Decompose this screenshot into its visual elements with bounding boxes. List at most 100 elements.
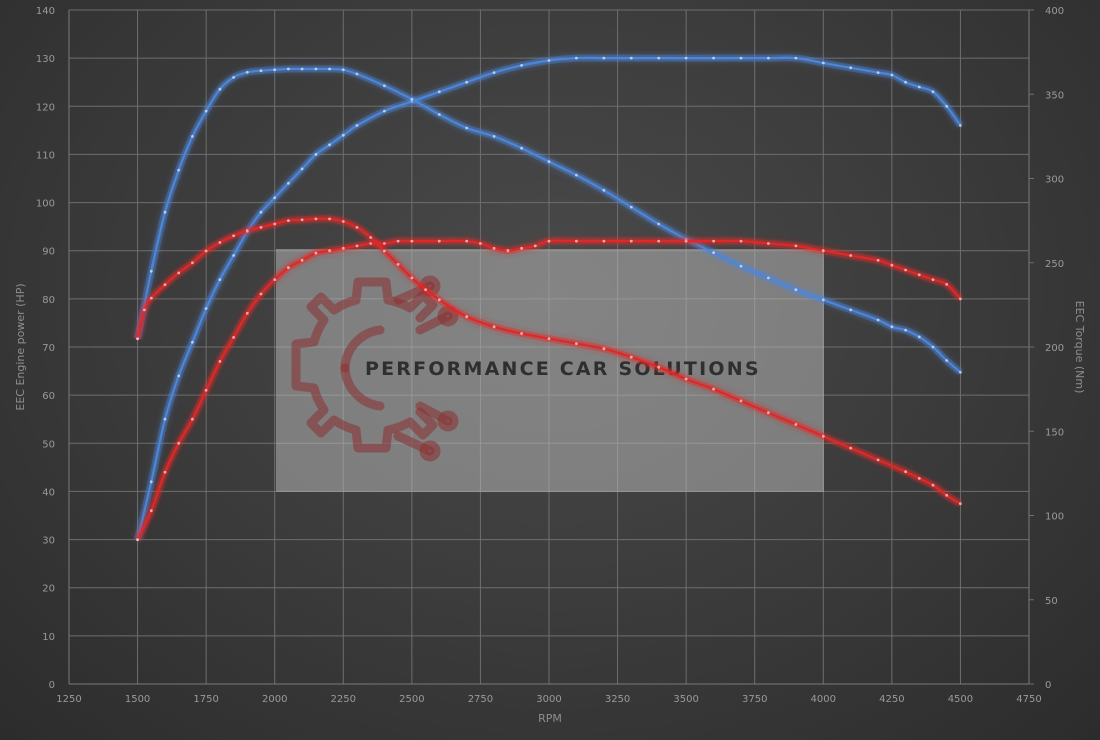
data-point xyxy=(383,84,386,88)
data-point xyxy=(904,470,907,474)
data-point xyxy=(465,126,469,130)
data-point xyxy=(136,538,140,541)
data-point xyxy=(273,68,277,72)
data-point xyxy=(629,56,633,60)
data-point xyxy=(396,239,400,243)
data-point xyxy=(149,269,153,273)
x-tick-label: 3000 xyxy=(536,694,561,705)
data-point xyxy=(602,188,606,192)
data-point xyxy=(931,345,935,349)
data-point xyxy=(259,292,263,296)
data-point xyxy=(904,328,907,332)
y-left-tick-label: 0 xyxy=(49,680,55,691)
data-point xyxy=(794,244,798,248)
data-point xyxy=(712,239,715,243)
data-point xyxy=(177,168,181,172)
y-left-tick-label: 80 xyxy=(42,295,55,306)
data-point xyxy=(136,337,140,340)
data-point xyxy=(945,359,949,362)
data-point xyxy=(575,173,578,177)
x-tick-label: 3500 xyxy=(673,694,698,705)
data-point xyxy=(575,56,578,60)
data-point xyxy=(163,417,167,421)
data-point xyxy=(341,246,345,250)
data-point xyxy=(684,377,688,381)
y-left-tick-label: 60 xyxy=(42,391,55,402)
data-point xyxy=(355,72,359,76)
data-point xyxy=(876,458,880,462)
data-point xyxy=(479,242,482,245)
data-point xyxy=(191,261,194,265)
data-point xyxy=(245,311,249,315)
data-point xyxy=(547,337,551,340)
data-point xyxy=(629,205,633,209)
data-point xyxy=(904,268,907,272)
y-right-tick-label: 400 xyxy=(1045,6,1064,17)
data-point xyxy=(506,249,510,253)
data-point xyxy=(821,61,825,65)
data-point xyxy=(876,318,880,322)
data-point xyxy=(149,509,153,513)
data-point xyxy=(575,239,578,243)
data-point xyxy=(163,283,167,287)
data-point xyxy=(273,196,277,200)
y-left-tick-label: 110 xyxy=(36,150,55,161)
data-point xyxy=(232,76,236,79)
data-point xyxy=(410,97,414,101)
data-point xyxy=(492,325,496,329)
data-point xyxy=(684,239,688,243)
data-point xyxy=(492,71,496,74)
data-point xyxy=(341,220,345,223)
data-point xyxy=(218,278,222,281)
data-point xyxy=(917,477,921,480)
data-point xyxy=(917,273,921,277)
x-tick-label: 1500 xyxy=(125,694,150,705)
y-right-tick-label: 300 xyxy=(1045,175,1064,186)
data-point xyxy=(396,263,400,266)
data-point xyxy=(383,242,386,245)
y-left-axis-title: EEC Engine power (HP) xyxy=(14,283,27,410)
data-point xyxy=(767,276,770,280)
data-point xyxy=(547,59,551,62)
data-point xyxy=(273,278,277,281)
data-point xyxy=(520,246,523,250)
data-point xyxy=(657,365,661,369)
data-point xyxy=(177,374,181,378)
data-point xyxy=(465,80,469,84)
data-point xyxy=(232,234,236,238)
y-right-tick-label: 350 xyxy=(1045,90,1064,101)
x-tick-label: 2500 xyxy=(399,694,424,705)
data-point xyxy=(712,56,715,60)
data-point xyxy=(959,124,962,127)
data-point xyxy=(849,254,853,257)
y-left-tick-label: 20 xyxy=(42,584,55,595)
data-point xyxy=(712,251,715,255)
data-point xyxy=(602,56,606,60)
watermark-text: PERFORMANCE CAR SOLUTIONS xyxy=(365,358,761,380)
data-point xyxy=(218,360,222,363)
data-point xyxy=(437,113,441,116)
data-point xyxy=(876,258,880,262)
data-point xyxy=(945,493,949,497)
y-right-axis-title: EEC Torque (Nm) xyxy=(1073,301,1086,394)
x-tick-label: 3750 xyxy=(742,694,767,705)
data-point xyxy=(849,308,853,312)
x-tick-label: 4500 xyxy=(948,694,973,705)
x-tick-label: 4000 xyxy=(811,694,836,705)
y-left-tick-label: 70 xyxy=(42,343,55,354)
data-point xyxy=(300,167,304,171)
data-point xyxy=(931,483,935,487)
data-point xyxy=(204,249,208,253)
y-right-tick-label: 50 xyxy=(1045,596,1058,607)
data-point xyxy=(520,64,523,67)
data-point xyxy=(300,258,304,262)
data-point xyxy=(465,315,469,319)
data-point xyxy=(890,263,894,267)
x-tick-label: 3250 xyxy=(605,694,630,705)
x-tick-label: 1750 xyxy=(193,694,218,705)
data-point xyxy=(794,288,798,292)
data-point xyxy=(739,56,743,60)
data-point xyxy=(739,399,743,403)
data-point xyxy=(657,56,661,60)
data-point xyxy=(149,296,153,300)
